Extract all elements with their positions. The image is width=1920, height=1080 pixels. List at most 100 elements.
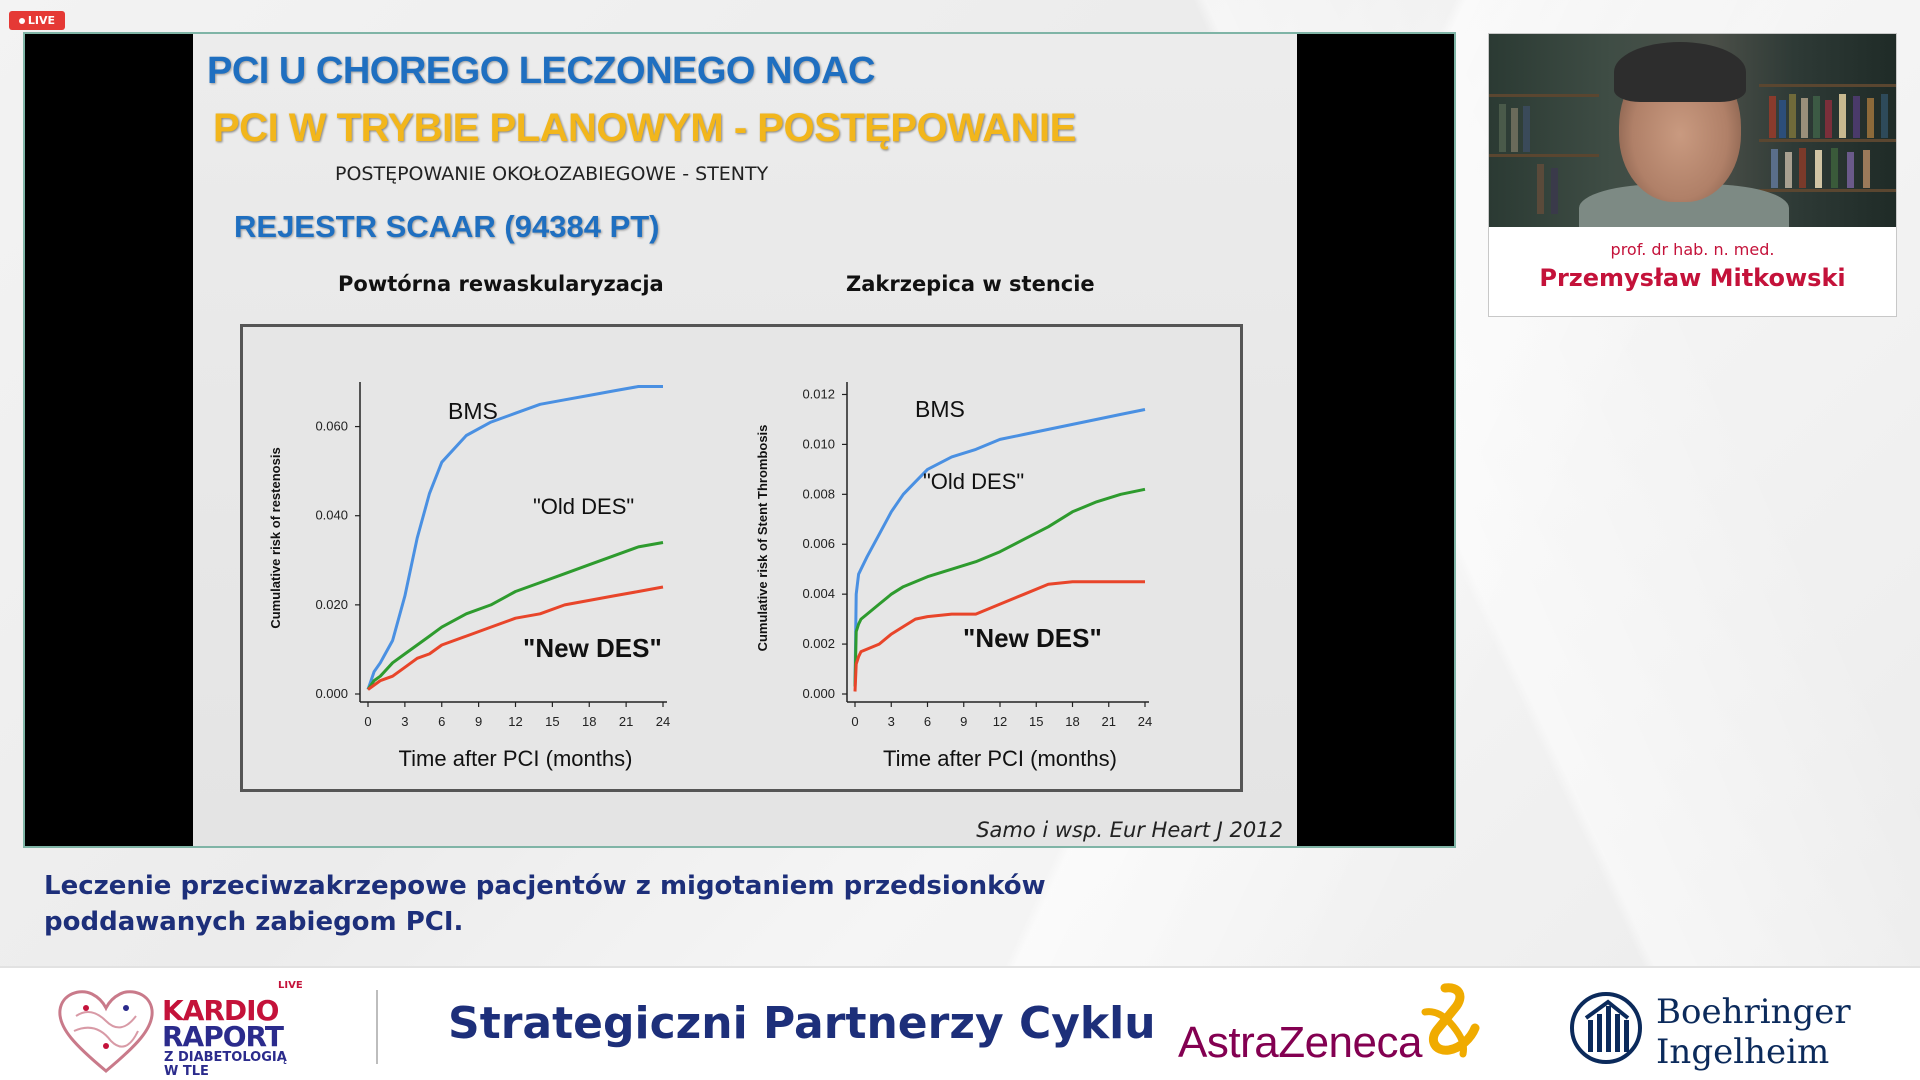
boehringer-line2: Ingelheim <box>1656 1032 1830 1072</box>
x-tick-label: 12 <box>993 714 1007 729</box>
session-caption-line2: poddawanych zabiegom PCI. <box>44 907 464 937</box>
partners-label: Strategiczni Partnerzy Cyklu <box>448 998 1156 1049</box>
y-tick-label: 0.004 <box>802 586 835 601</box>
y-tick-label: 0.012 <box>802 386 835 401</box>
book <box>1867 98 1874 138</box>
book <box>1825 100 1832 138</box>
series-label-0: BMS <box>915 396 965 422</box>
astrazeneca-logo-text: AstraZeneca <box>1178 1018 1422 1067</box>
bookshelf <box>1489 94 1599 97</box>
logo-kardio-text: KARDIO <box>162 994 279 1027</box>
x-tick-label: 18 <box>582 714 596 729</box>
book <box>1839 94 1846 138</box>
logo-raport-text: RAPORT <box>162 1020 284 1053</box>
slide-registry-label: REJESTR SCAAR (94384 PT) <box>234 209 660 244</box>
slide-title: PCI U CHOREGO LECZONEGO NOAC <box>207 50 875 92</box>
x-tick-label: 15 <box>1029 714 1043 729</box>
book <box>1881 94 1888 138</box>
x-tick-label: 15 <box>545 714 559 729</box>
x-tick-label: 6 <box>438 714 445 729</box>
y-tick-label: 0.060 <box>315 419 348 434</box>
series-label-2: "New DES" <box>963 623 1102 653</box>
book <box>1551 168 1558 214</box>
speaker-title: prof. dr hab. n. med. <box>1610 240 1775 259</box>
book <box>1815 150 1822 188</box>
y-axis-label: Cumulative risk of restenosis <box>268 447 283 628</box>
session-caption-line1: Leczenie przeciwzakrzepowe pacjentów z m… <box>44 871 1046 901</box>
x-tick-label: 24 <box>656 714 670 729</box>
y-tick-label: 0.008 <box>802 486 835 501</box>
heart-icon <box>58 990 154 1073</box>
series-line-1 <box>853 487 1146 687</box>
x-tick-label: 21 <box>619 714 633 729</box>
x-tick-label: 0 <box>364 714 371 729</box>
x-tick-label: 3 <box>401 714 408 729</box>
series-line-1 <box>366 541 664 691</box>
logo-subtitle-line1: Z DIABETOLOGIĄ <box>164 1050 287 1065</box>
series-line-0 <box>366 385 663 690</box>
x-tick-label: 6 <box>924 714 931 729</box>
book <box>1511 108 1518 152</box>
book <box>1769 96 1776 138</box>
x-tick-label: 0 <box>851 714 858 729</box>
y-tick-label: 0.002 <box>802 636 835 651</box>
book <box>1523 106 1530 152</box>
boehringer-line1: Boehringer <box>1656 992 1851 1032</box>
live-dot-icon <box>18 17 25 24</box>
book <box>1779 100 1786 138</box>
book <box>1813 96 1820 138</box>
sponsor-footer: LIVE KARDIO RAPORT Z DIABETOLOGIĄ W TLE … <box>0 966 1920 1080</box>
x-tick-label: 18 <box>1065 714 1079 729</box>
live-badge-label: LIVE <box>27 14 56 27</box>
book <box>1789 94 1796 138</box>
book <box>1785 152 1792 188</box>
figure-charts: 0.000 0.020 0.040 0.060 0 3 6 9 12 15 18 21 24 Time a… <box>268 382 1152 771</box>
series-label-1: "Old DES" <box>533 494 634 519</box>
boehringer-symbol-icon <box>1570 992 1642 1064</box>
chart-heading-right: Zakrzepica w stencie <box>846 272 1095 296</box>
series-line-0 <box>853 408 1146 687</box>
x-tick-label: 24 <box>1138 714 1152 729</box>
figure-box: 0.000 0.020 0.040 0.060 0 3 6 9 12 15 18 21 24 Time a… <box>240 324 1243 792</box>
book <box>1771 149 1778 188</box>
slide-section-label: POSTĘPOWANIE OKOŁOZABIEGOWE - STENTY <box>335 163 769 185</box>
y-tick-label: 0.040 <box>315 508 348 523</box>
logo-live-tag: LIVE <box>278 980 303 991</box>
book <box>1499 104 1506 152</box>
x-axis-label: Time after PCI (months) <box>883 746 1117 771</box>
footer-divider <box>376 990 378 1064</box>
slide-subtitle: PCI W TRYBIE PLANOWYM - POSTĘPOWANIE <box>213 106 1076 150</box>
y-tick-label: 0.006 <box>802 536 835 551</box>
book <box>1537 164 1544 214</box>
speaker-name: Przemysław Mitkowski <box>1539 264 1846 292</box>
astrazeneca-symbol-icon <box>1421 983 1480 1058</box>
speaker-video <box>1489 34 1896 227</box>
series-label-1: "Old DES" <box>923 469 1024 494</box>
y-axis-label: Cumulative risk of Stent Thrombosis <box>755 425 770 652</box>
series-label-2: "New DES" <box>523 633 662 663</box>
book <box>1853 96 1860 138</box>
y-tick-label: 0.010 <box>802 436 835 451</box>
book <box>1801 98 1808 138</box>
kardio-raport-logo: LIVE KARDIO RAPORT Z DIABETOLOGIĄ W TLE <box>56 980 316 1079</box>
chart-heading-left: Powtórna rewaskularyzacja <box>338 272 664 296</box>
bookshelf <box>1759 139 1896 142</box>
x-tick-label: 9 <box>960 714 967 729</box>
x-tick-label: 9 <box>475 714 482 729</box>
speaker-hair <box>1614 42 1746 102</box>
bookshelf <box>1489 154 1599 157</box>
series-label-0: BMS <box>448 398 498 424</box>
book <box>1847 152 1854 188</box>
book <box>1799 148 1806 188</box>
slide-citation: Samo i wsp. Eur Heart J 2012 <box>976 818 1283 842</box>
y-tick-label: 0.020 <box>315 597 348 612</box>
bookshelf <box>1759 84 1896 87</box>
book <box>1863 150 1870 188</box>
x-tick-label: 3 <box>888 714 895 729</box>
speaker-card: prof. dr hab. n. med. Przemysław Mitkows… <box>1488 33 1897 317</box>
series-line-2 <box>853 580 1145 692</box>
bookshelf <box>1759 189 1896 192</box>
logo-subtitle-line2: W TLE <box>164 1064 209 1079</box>
x-tick-label: 12 <box>508 714 522 729</box>
presentation-stage: PCI U CHOREGO LECZONEGO NOAC PCI W TRYBI… <box>23 32 1456 848</box>
